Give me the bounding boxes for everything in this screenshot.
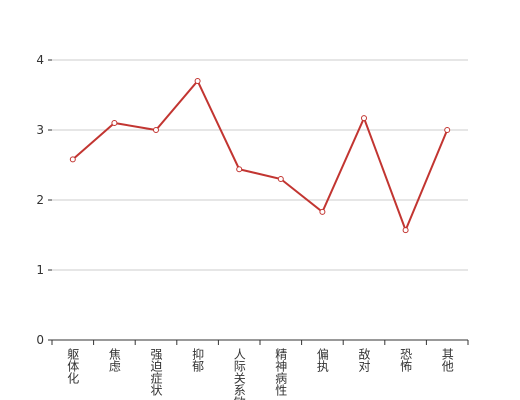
y-tick-label: 3 bbox=[36, 123, 44, 137]
x-tick-label: 人际关系敏感 bbox=[232, 348, 246, 400]
y-tick-label: 2 bbox=[36, 193, 44, 207]
point bbox=[236, 166, 243, 173]
x-tick-label: 其他 bbox=[440, 348, 454, 372]
y-tick-label: 4 bbox=[36, 53, 44, 67]
x-tick-label: 敌对 bbox=[357, 347, 371, 372]
x-tick-label: 精神病性 bbox=[274, 348, 288, 397]
x-tick-label: 强迫症状 bbox=[149, 348, 163, 396]
point bbox=[277, 176, 284, 182]
point bbox=[361, 115, 367, 122]
point bbox=[319, 208, 326, 215]
point bbox=[444, 127, 451, 133]
y-tick-label: 1 bbox=[36, 263, 44, 277]
x-tick-label: 恐怖 bbox=[399, 348, 413, 372]
x-tick-label: 焦虑 bbox=[107, 348, 121, 372]
x-tick-label: 偏执 bbox=[315, 347, 329, 373]
x-tick-label: 抑郁 bbox=[191, 347, 205, 373]
point bbox=[153, 127, 159, 133]
x-tick-label: 躯体化 bbox=[66, 347, 80, 385]
point bbox=[194, 78, 201, 84]
line bbox=[72, 79, 449, 233]
y-tick-label: 0 bbox=[36, 333, 44, 347]
point bbox=[69, 156, 76, 163]
point bbox=[402, 227, 409, 234]
point bbox=[111, 120, 118, 126]
